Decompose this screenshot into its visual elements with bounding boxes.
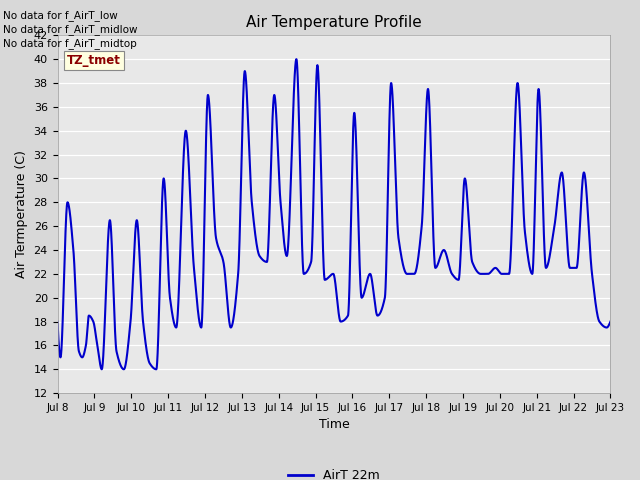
Text: No data for f_AirT_midlow: No data for f_AirT_midlow: [3, 24, 138, 35]
Text: No data for f_AirT_midtop: No data for f_AirT_midtop: [3, 38, 137, 49]
Legend: AirT 22m: AirT 22m: [283, 464, 385, 480]
Text: No data for f_AirT_low: No data for f_AirT_low: [3, 10, 118, 21]
Title: Air Temperature Profile: Air Temperature Profile: [246, 15, 422, 30]
Y-axis label: Air Termperature (C): Air Termperature (C): [15, 150, 28, 278]
Text: TZ_tmet: TZ_tmet: [67, 54, 121, 67]
X-axis label: Time: Time: [319, 419, 349, 432]
